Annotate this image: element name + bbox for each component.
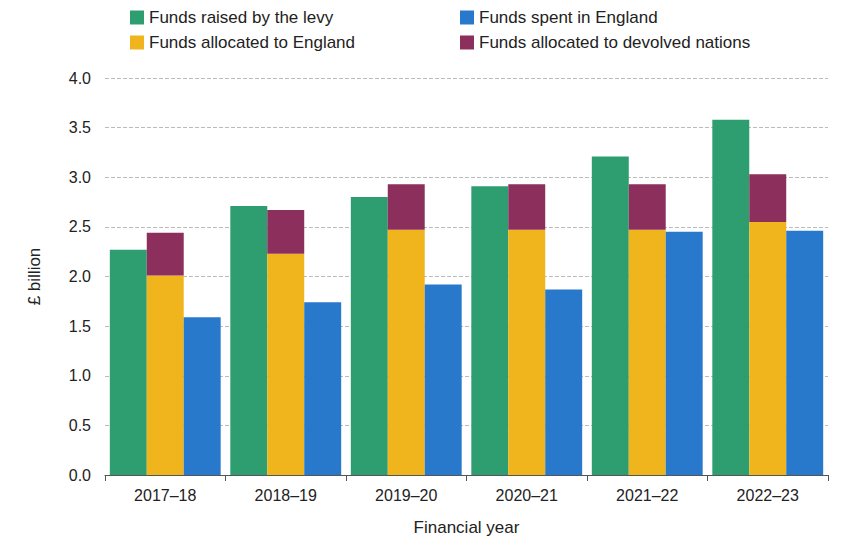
svg-text:2018–19: 2018–19 (255, 487, 317, 504)
svg-text:2017–18: 2017–18 (134, 487, 196, 504)
svg-text:1.5: 1.5 (69, 318, 91, 335)
svg-text:Funds allocated to devolved na: Funds allocated to devolved nations (479, 33, 750, 52)
svg-text:3.5: 3.5 (69, 119, 91, 136)
svg-text:2.0: 2.0 (69, 268, 91, 285)
svg-text:0.5: 0.5 (69, 417, 91, 434)
svg-text:4.0: 4.0 (69, 70, 91, 87)
svg-text:Funds raised by the levy: Funds raised by the levy (149, 8, 334, 27)
svg-text:0.0: 0.0 (69, 467, 91, 484)
svg-text:2019–20: 2019–20 (375, 487, 437, 504)
svg-text:2.5: 2.5 (69, 218, 91, 235)
svg-text:2021–22: 2021–22 (616, 487, 678, 504)
svg-text:3.0: 3.0 (69, 169, 91, 186)
svg-text:2020–21: 2020–21 (496, 487, 558, 504)
svg-text:Financial year: Financial year (414, 518, 520, 537)
svg-text:£ billion: £ billion (25, 248, 44, 306)
svg-text:2022–23: 2022–23 (737, 487, 799, 504)
svg-text:Funds allocated to England: Funds allocated to England (149, 33, 355, 52)
svg-text:1.0: 1.0 (69, 367, 91, 384)
svg-text:Funds spent in England: Funds spent in England (479, 8, 658, 27)
